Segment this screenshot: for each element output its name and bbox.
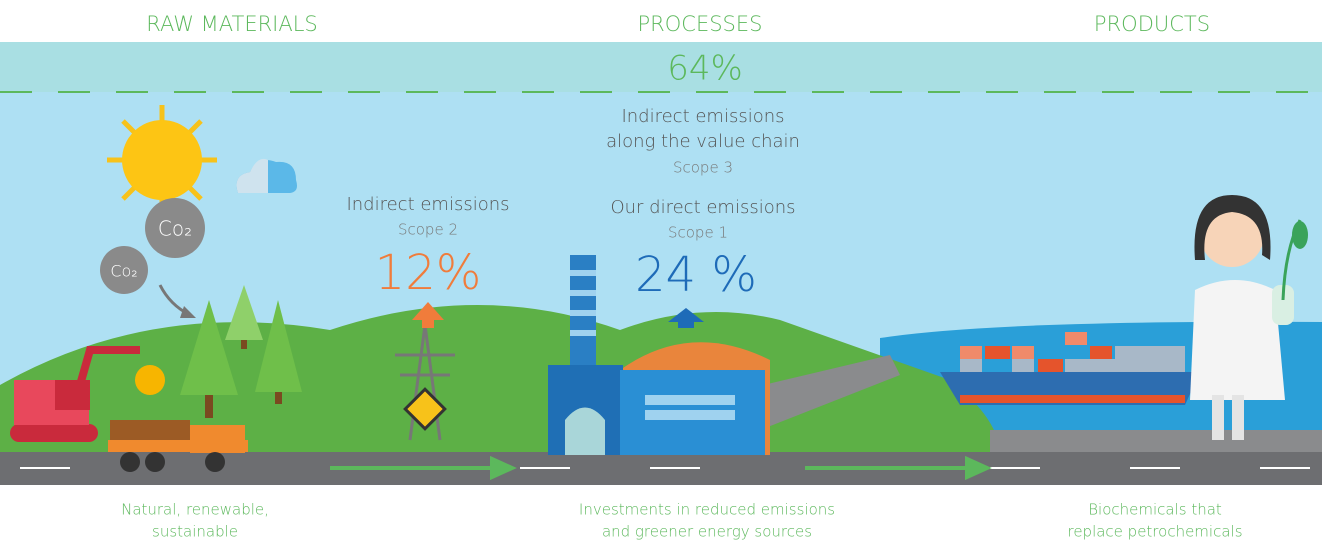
caption: replace petrochemicals bbox=[1067, 523, 1242, 541]
shape bbox=[55, 380, 90, 410]
scope3-label: along the value chain bbox=[606, 131, 800, 152]
shape bbox=[1090, 346, 1112, 359]
shape bbox=[960, 395, 1185, 403]
shape bbox=[960, 346, 982, 359]
shape bbox=[1232, 395, 1244, 440]
shape bbox=[1012, 346, 1034, 359]
co2-label: Co₂ bbox=[158, 217, 192, 241]
shape bbox=[960, 359, 982, 372]
shape bbox=[135, 365, 165, 395]
shape bbox=[645, 395, 735, 405]
scope1-label: Our direct emissions bbox=[610, 197, 795, 218]
shape bbox=[645, 410, 735, 420]
shape bbox=[1065, 359, 1185, 372]
header: RAW MATERIALS bbox=[146, 12, 318, 36]
shape bbox=[122, 120, 202, 200]
scope2-scope: Scope 2 bbox=[398, 221, 458, 239]
shape bbox=[1038, 359, 1063, 372]
shape bbox=[1065, 332, 1087, 345]
scope1-scope: Scope 1 bbox=[668, 224, 728, 242]
shape bbox=[120, 452, 140, 472]
scope3-scope: Scope 3 bbox=[673, 159, 733, 177]
scope2-share: 12% bbox=[375, 245, 482, 301]
shape bbox=[570, 270, 596, 276]
scope3-label: Indirect emissions bbox=[621, 106, 784, 127]
header: PRODUCTS bbox=[1094, 12, 1210, 36]
shape bbox=[565, 408, 605, 456]
shape bbox=[108, 440, 248, 452]
total-share: 64% bbox=[667, 49, 743, 89]
shape bbox=[205, 452, 225, 472]
caption: and greener energy sources bbox=[602, 523, 812, 541]
shape bbox=[570, 330, 596, 336]
shape bbox=[570, 310, 596, 316]
caption: Investments in reduced emissions bbox=[579, 501, 835, 519]
shape bbox=[0, 42, 1322, 92]
shape bbox=[990, 430, 1322, 455]
co2-label: Co₂ bbox=[110, 262, 137, 281]
shape bbox=[1292, 221, 1308, 249]
scope1-share: 24 % bbox=[635, 247, 757, 303]
shape bbox=[145, 452, 165, 472]
header: PROCESSES bbox=[638, 12, 763, 36]
shape bbox=[570, 290, 596, 296]
caption: Natural, renewable, bbox=[121, 501, 269, 519]
shape bbox=[1115, 346, 1185, 359]
shape bbox=[985, 346, 1010, 359]
infographic: Co₂ Co₂ bbox=[0, 0, 1322, 548]
caption: Biochemicals that bbox=[1088, 501, 1222, 519]
shape bbox=[1212, 395, 1224, 440]
shape bbox=[1190, 280, 1285, 400]
shape bbox=[10, 424, 98, 442]
scope2-label: Indirect emissions bbox=[346, 194, 509, 215]
caption: sustainable bbox=[152, 523, 238, 541]
shape bbox=[1012, 359, 1034, 372]
